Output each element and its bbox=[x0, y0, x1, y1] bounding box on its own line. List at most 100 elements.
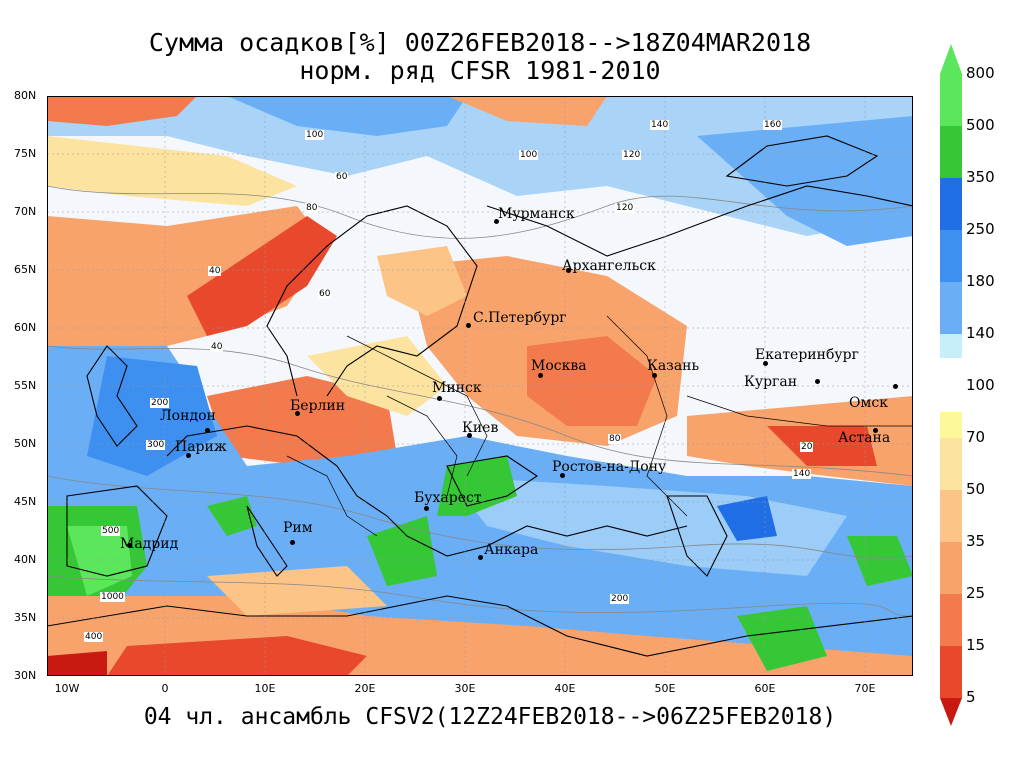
colorbar-swatch bbox=[940, 412, 962, 438]
city-dot bbox=[893, 384, 898, 389]
lat-label: 40N bbox=[14, 553, 37, 566]
contour-label: 40 bbox=[208, 266, 222, 276]
colorbar-swatch bbox=[940, 178, 962, 230]
colorbar-label: 140 bbox=[966, 324, 995, 342]
colorbar-swatch bbox=[940, 542, 962, 594]
city-label-moscow: Москва bbox=[531, 358, 587, 374]
field-red-russia bbox=[527, 336, 657, 426]
field-red-kazakh bbox=[767, 426, 877, 466]
contour-label: 40 bbox=[210, 342, 224, 352]
country-borders bbox=[286, 315, 913, 537]
city-label-arkhangelsk: Архангельск bbox=[562, 258, 656, 274]
lat-label: 80N bbox=[14, 89, 37, 102]
lat-label: 65N bbox=[14, 263, 37, 276]
field-green-italy bbox=[207, 496, 257, 536]
field-orange-sahara bbox=[207, 566, 387, 616]
chart-title-line-2: норм. ряд CFSR 1981-2010 bbox=[299, 56, 661, 85]
city-dot bbox=[467, 433, 472, 438]
colorbar-label: 100 bbox=[966, 376, 995, 394]
colorbar-swatch bbox=[940, 490, 962, 542]
colorbar-swatch bbox=[940, 438, 962, 490]
contour-label: 500 bbox=[101, 526, 121, 536]
city-dot bbox=[560, 473, 565, 478]
city-dot bbox=[295, 411, 300, 416]
field-yellow-europe bbox=[307, 336, 447, 416]
colorbar-label: 35 bbox=[966, 532, 986, 550]
colorbar-swatch bbox=[940, 74, 962, 126]
colorbar bbox=[940, 44, 962, 726]
lon-label: 40E bbox=[554, 682, 576, 695]
city-label-berlin: Берлин bbox=[290, 398, 346, 414]
colorbar-swatch bbox=[940, 594, 962, 646]
contour-label: 200 bbox=[610, 594, 630, 604]
lon-label: 30E bbox=[454, 682, 476, 695]
contour-label: 100 bbox=[305, 130, 325, 140]
city-dot bbox=[494, 219, 499, 224]
colorbar-arrow-bottom bbox=[940, 698, 962, 726]
contour-label: 80 bbox=[608, 434, 622, 444]
city-label-rostov: Ростов-на-Дону bbox=[552, 459, 667, 475]
lon-label: 70E bbox=[854, 682, 876, 695]
city-dot bbox=[466, 323, 471, 328]
city-label-minsk: Минск bbox=[432, 380, 482, 396]
lon-label: 0 bbox=[161, 682, 169, 695]
city-dot bbox=[478, 555, 483, 560]
contour-label: 200 bbox=[150, 398, 170, 408]
city-dot bbox=[652, 373, 657, 378]
city-label-rome: Рим bbox=[283, 520, 313, 536]
city-dot bbox=[873, 428, 878, 433]
field-green-balkans bbox=[367, 516, 437, 586]
field-red-norway bbox=[187, 216, 337, 336]
contour-label: 80 bbox=[305, 203, 319, 213]
city-dot bbox=[205, 428, 210, 433]
lon-label: 10W bbox=[54, 682, 80, 695]
field-orange-germany bbox=[207, 376, 397, 466]
city-label-murmansk: Мурманск bbox=[498, 206, 575, 222]
field-red-africa bbox=[107, 636, 367, 676]
city-dot bbox=[186, 453, 191, 458]
field-green-caspian bbox=[717, 496, 777, 541]
colorbar-label: 5 bbox=[966, 688, 976, 706]
field-yellow-atlantic bbox=[47, 136, 297, 206]
contour-label: 400 bbox=[84, 632, 104, 642]
field-orange-atlantic bbox=[47, 206, 327, 356]
colorbar-swatch bbox=[940, 334, 962, 358]
colorbar-label: 800 bbox=[966, 64, 995, 82]
lat-label: 55N bbox=[14, 379, 37, 392]
contour-label: 20 bbox=[800, 442, 814, 452]
city-label-madrid: Мадрид bbox=[120, 536, 179, 552]
city-dot bbox=[538, 373, 543, 378]
colorbar-label: 50 bbox=[966, 480, 986, 498]
city-label-paris: Париж bbox=[175, 439, 227, 455]
field-blue-arctic bbox=[47, 96, 913, 236]
city-dot bbox=[437, 396, 442, 401]
colorbar-swatch bbox=[940, 126, 962, 178]
city-label-kiev: Киев bbox=[462, 420, 499, 436]
colorbar-swatch bbox=[940, 230, 962, 282]
city-label-omsk: Омск bbox=[849, 395, 888, 411]
colorbar-label: 500 bbox=[966, 116, 995, 134]
field-green-iran bbox=[737, 606, 827, 671]
lat-label: 75N bbox=[14, 147, 37, 160]
colorbar-swatch bbox=[940, 282, 962, 334]
field-orange-scandinavia bbox=[377, 246, 467, 316]
city-dot bbox=[815, 379, 820, 384]
colorbar-label: 250 bbox=[966, 220, 995, 238]
colorbar-label: 70 bbox=[966, 428, 986, 446]
contour-label: 300 bbox=[146, 440, 166, 450]
grid-lines bbox=[47, 96, 913, 676]
colorbar-label: 25 bbox=[966, 584, 986, 602]
ensemble-footer: 04 чл. ансамбль CFSV2(12Z24FEB2018-->06Z… bbox=[143, 704, 837, 730]
lat-label: 60N bbox=[14, 321, 37, 334]
city-dot bbox=[127, 543, 132, 548]
lat-label: 50N bbox=[14, 437, 37, 450]
contour-label: 120 bbox=[622, 150, 642, 160]
colorbar-label: 15 bbox=[966, 636, 986, 654]
colorbar-swatch bbox=[940, 646, 962, 698]
lat-label: 70N bbox=[14, 205, 37, 218]
colorbar-label: 350 bbox=[966, 168, 995, 186]
precipitation-map bbox=[47, 96, 913, 676]
city-dot bbox=[763, 361, 768, 366]
city-label-astana: Астана bbox=[838, 430, 891, 446]
lon-label: 60E bbox=[754, 682, 776, 695]
